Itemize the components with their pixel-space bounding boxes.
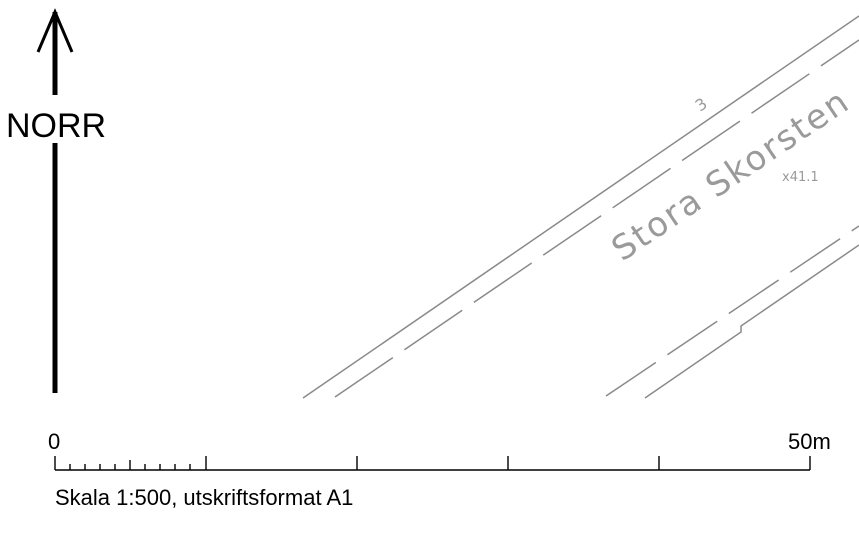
road-edge-dashed-lower — [605, 225, 859, 397]
scale-start-label: 0 — [48, 429, 60, 454]
road-centerline-dashed-upper — [334, 39, 859, 398]
north-label: NORR — [6, 107, 106, 145]
north-arrow: NORR — [6, 8, 106, 393]
place-name-label: Stora Skorsten — [605, 81, 858, 269]
road-number-label: 3 — [692, 94, 711, 115]
elevation-point-label: x41.1 — [782, 170, 819, 185]
scale-end-label: 50m — [788, 429, 831, 454]
road-edge-solid-upper — [302, 15, 859, 399]
map-labels: 3 Stora Skorsten x41.1 — [605, 81, 858, 269]
map-linework — [302, 15, 859, 399]
scale-caption: Skala 1:500, utskriftsformat A1 — [55, 485, 353, 510]
scale-bar — [54, 456, 811, 471]
north-arrow-head-icon — [36, 8, 74, 53]
road-edge-solid-lower — [644, 244, 859, 399]
